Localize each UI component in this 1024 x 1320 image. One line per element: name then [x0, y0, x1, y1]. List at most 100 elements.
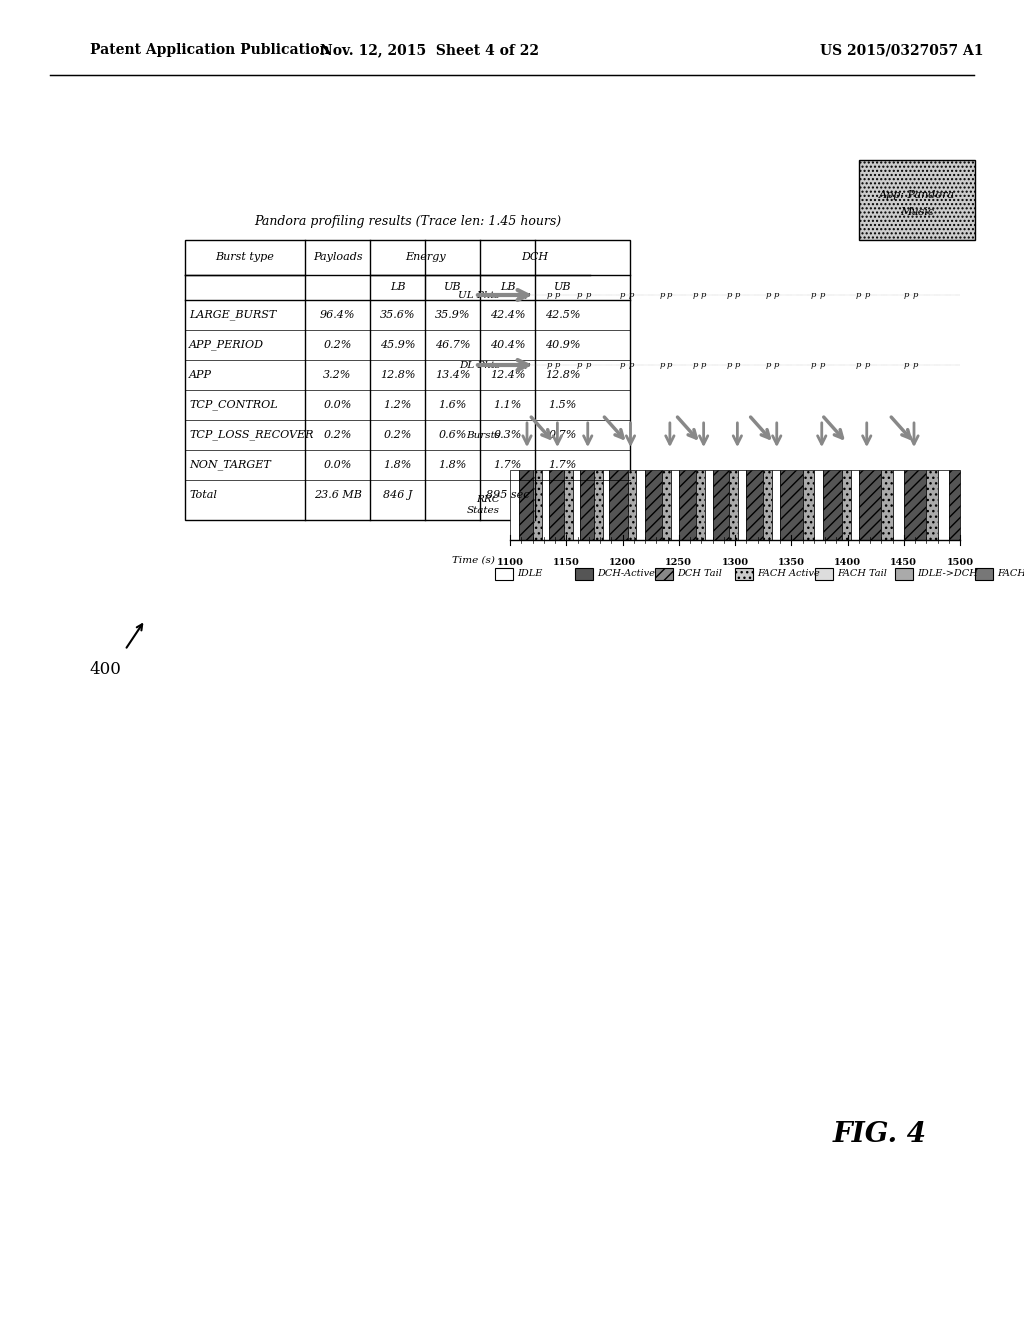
Bar	[729, 470, 738, 540]
Text: FIG. 4: FIG. 4	[833, 1122, 927, 1148]
Text: LB: LB	[390, 282, 406, 293]
Bar	[671, 470, 679, 540]
Text: 1350: 1350	[778, 558, 805, 568]
Bar	[893, 470, 904, 540]
Text: US 2015/0327057 A1: US 2015/0327057 A1	[820, 44, 983, 57]
Text: p: p	[524, 290, 529, 300]
Bar	[594, 470, 603, 540]
Text: p: p	[766, 360, 771, 370]
Text: p: p	[700, 290, 707, 300]
Text: p: p	[516, 290, 521, 300]
Text: Patent Application Publication: Patent Application Publication	[90, 44, 330, 57]
Bar	[628, 470, 636, 540]
Text: 0.0%: 0.0%	[324, 400, 351, 411]
Bar	[859, 160, 975, 240]
Text: 12.8%: 12.8%	[545, 370, 581, 380]
Bar	[695, 470, 705, 540]
Text: 1150: 1150	[553, 558, 580, 568]
Bar	[645, 470, 662, 540]
Text: 1500: 1500	[946, 558, 974, 568]
Text: 42.4%: 42.4%	[489, 310, 525, 319]
Text: p: p	[774, 290, 779, 300]
Bar	[780, 470, 803, 540]
Bar	[575, 568, 593, 579]
Text: 0.2%: 0.2%	[383, 430, 412, 440]
Text: IDLE->DCH: IDLE->DCH	[918, 569, 978, 578]
Text: 1.8%: 1.8%	[438, 459, 467, 470]
Text: 40.9%: 40.9%	[545, 341, 581, 350]
Text: 1.7%: 1.7%	[548, 459, 577, 470]
Text: Bursts: Bursts	[466, 430, 500, 440]
Bar	[580, 470, 594, 540]
Text: 0.2%: 0.2%	[324, 430, 351, 440]
Bar	[713, 470, 729, 540]
Text: p: p	[693, 290, 698, 300]
Bar	[895, 568, 913, 579]
Text: p: p	[727, 360, 732, 370]
Bar	[542, 470, 549, 540]
Text: DL Pkts: DL Pkts	[459, 360, 500, 370]
Text: IDLE: IDLE	[517, 569, 543, 578]
Bar	[746, 470, 763, 540]
Bar	[735, 568, 753, 579]
Text: p: p	[912, 360, 918, 370]
Text: UL Pkts: UL Pkts	[459, 290, 500, 300]
Text: Burst type: Burst type	[216, 252, 274, 263]
Bar	[803, 470, 814, 540]
Text: TCP_LOSS_RECOVER: TCP_LOSS_RECOVER	[189, 429, 313, 441]
Text: 1300: 1300	[722, 558, 749, 568]
Bar	[822, 470, 842, 540]
Bar	[738, 470, 746, 540]
Text: p: p	[811, 360, 816, 370]
Text: 0.2%: 0.2%	[324, 341, 351, 350]
Text: Nov. 12, 2015  Sheet 4 of 22: Nov. 12, 2015 Sheet 4 of 22	[321, 44, 540, 57]
Text: 1.7%: 1.7%	[494, 459, 521, 470]
Text: UB: UB	[554, 282, 571, 293]
Text: App: Pandora: App: Pandora	[879, 190, 955, 201]
Bar	[564, 470, 573, 540]
Text: 0.6%: 0.6%	[438, 430, 467, 440]
Text: 35.9%: 35.9%	[435, 310, 470, 319]
Text: NON_TARGET: NON_TARGET	[189, 459, 270, 470]
Text: p: p	[586, 290, 592, 300]
Text: APP: APP	[189, 370, 212, 380]
Bar	[859, 470, 882, 540]
Text: LB: LB	[500, 282, 515, 293]
Bar	[949, 470, 961, 540]
Bar	[842, 470, 851, 540]
Text: p: p	[774, 360, 779, 370]
Text: RRC
States: RRC States	[467, 495, 500, 515]
Bar	[927, 470, 938, 540]
Bar	[636, 470, 645, 540]
Text: p: p	[578, 290, 583, 300]
Bar	[495, 568, 513, 579]
Text: p: p	[659, 360, 665, 370]
Text: DCH-Active: DCH-Active	[597, 569, 655, 578]
Text: Energy: Energy	[404, 252, 445, 263]
Text: p: p	[820, 290, 825, 300]
Bar	[609, 470, 628, 540]
Text: DCH Tail: DCH Tail	[677, 569, 722, 578]
Text: p: p	[547, 360, 552, 370]
Text: 400: 400	[89, 661, 121, 678]
Text: 46.7%: 46.7%	[435, 341, 470, 350]
Bar	[185, 240, 630, 520]
Text: 0.0%: 0.0%	[324, 459, 351, 470]
Text: p: p	[629, 360, 634, 370]
Text: FACH Active: FACH Active	[757, 569, 820, 578]
Text: p: p	[524, 360, 529, 370]
Bar	[851, 470, 859, 540]
Bar	[975, 568, 993, 579]
Bar	[772, 470, 780, 540]
Text: Music: Music	[900, 207, 934, 216]
Text: p: p	[555, 290, 560, 300]
Text: p: p	[865, 290, 870, 300]
Text: p: p	[667, 360, 673, 370]
Text: p: p	[693, 360, 698, 370]
Bar	[519, 470, 532, 540]
Text: 23.6 MB: 23.6 MB	[313, 490, 361, 500]
Text: FACH Tail: FACH Tail	[837, 569, 887, 578]
Text: 895 sec: 895 sec	[485, 490, 529, 500]
Text: 96.4%: 96.4%	[319, 310, 355, 319]
Bar	[532, 470, 542, 540]
